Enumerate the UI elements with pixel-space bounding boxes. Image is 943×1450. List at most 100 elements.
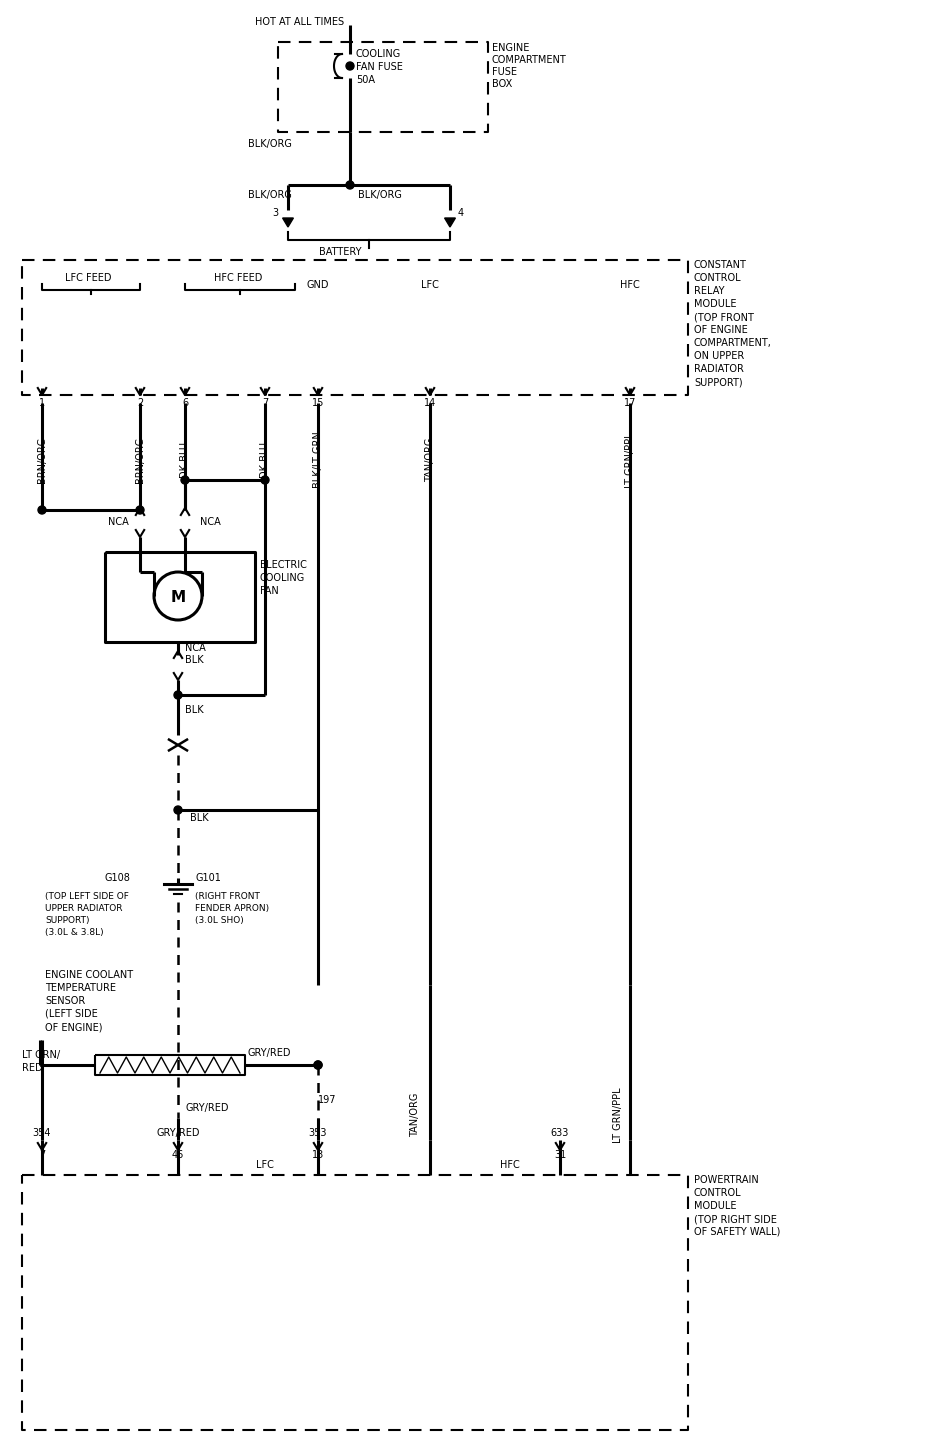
- Circle shape: [261, 476, 269, 484]
- Circle shape: [314, 1061, 322, 1069]
- Text: GRY/RED: GRY/RED: [248, 1048, 291, 1058]
- Text: FUSE: FUSE: [492, 67, 517, 77]
- Text: DK BLU: DK BLU: [180, 442, 190, 479]
- Text: GRY/RED: GRY/RED: [185, 1103, 228, 1114]
- Circle shape: [136, 506, 144, 513]
- Text: BRN/ORG: BRN/ORG: [37, 436, 47, 483]
- Text: COMPARTMENT: COMPARTMENT: [492, 55, 567, 65]
- Text: MODULE: MODULE: [694, 1201, 736, 1211]
- Circle shape: [314, 1061, 322, 1069]
- Text: 31: 31: [554, 1150, 566, 1160]
- Text: 14: 14: [423, 397, 436, 407]
- Text: HFC: HFC: [500, 1160, 520, 1170]
- Polygon shape: [283, 218, 293, 228]
- Text: (TOP RIGHT SIDE: (TOP RIGHT SIDE: [694, 1214, 777, 1224]
- Text: LT GRN/: LT GRN/: [22, 1050, 60, 1060]
- Text: BLK: BLK: [185, 655, 204, 666]
- Text: OF ENGINE): OF ENGINE): [45, 1022, 103, 1032]
- Text: UPPER RADIATOR: UPPER RADIATOR: [45, 903, 123, 912]
- Text: COMPARTMENT,: COMPARTMENT,: [694, 338, 772, 348]
- Text: RADIATOR: RADIATOR: [694, 364, 744, 374]
- Text: FAN FUSE: FAN FUSE: [356, 62, 403, 72]
- Text: 354: 354: [33, 1128, 51, 1138]
- Text: 17: 17: [624, 397, 637, 407]
- Text: 4: 4: [458, 207, 464, 218]
- Text: NCA: NCA: [200, 518, 221, 526]
- Text: (TOP LEFT SIDE OF: (TOP LEFT SIDE OF: [45, 892, 129, 900]
- Text: FENDER APRON): FENDER APRON): [195, 903, 269, 912]
- Circle shape: [181, 476, 189, 484]
- Text: SENSOR: SENSOR: [45, 996, 85, 1006]
- Text: POWERTRAIN: POWERTRAIN: [694, 1174, 759, 1185]
- Text: 197: 197: [318, 1095, 337, 1105]
- Text: LT GRN/PPL: LT GRN/PPL: [613, 1088, 623, 1143]
- Text: DK BLU: DK BLU: [260, 442, 270, 479]
- Text: 3: 3: [272, 207, 278, 218]
- Text: TAN/ORG: TAN/ORG: [425, 438, 435, 483]
- Text: ENGINE: ENGINE: [492, 44, 529, 54]
- Text: BOX: BOX: [492, 78, 512, 88]
- Circle shape: [174, 806, 182, 813]
- Text: CONSTANT: CONSTANT: [694, 260, 747, 270]
- Text: 46: 46: [172, 1150, 184, 1160]
- Polygon shape: [444, 218, 455, 228]
- Circle shape: [346, 181, 354, 188]
- Text: 50A: 50A: [356, 75, 375, 86]
- Text: BATTERY: BATTERY: [319, 247, 361, 257]
- Text: 15: 15: [312, 397, 324, 407]
- Text: G108: G108: [104, 873, 130, 883]
- Text: FAN: FAN: [260, 586, 279, 596]
- Text: BLK: BLK: [185, 705, 204, 715]
- Text: 633: 633: [551, 1128, 570, 1138]
- Text: 2: 2: [137, 397, 143, 407]
- Text: TAN/ORG: TAN/ORG: [410, 1093, 420, 1137]
- Circle shape: [38, 506, 46, 513]
- Text: NCA: NCA: [185, 642, 206, 652]
- Text: RELAY: RELAY: [694, 286, 724, 296]
- Text: BLK: BLK: [190, 813, 208, 824]
- Text: BRN/ORG: BRN/ORG: [135, 436, 145, 483]
- Text: TEMPERATURE: TEMPERATURE: [45, 983, 116, 993]
- Text: 13: 13: [312, 1150, 324, 1160]
- Text: 6: 6: [182, 397, 188, 407]
- Text: G101: G101: [195, 873, 221, 883]
- Text: 7: 7: [262, 397, 268, 407]
- Text: (LEFT SIDE: (LEFT SIDE: [45, 1009, 98, 1019]
- Text: OF ENGINE: OF ENGINE: [694, 325, 748, 335]
- Text: ELECTRIC: ELECTRIC: [260, 560, 306, 570]
- Text: BLK/ORG: BLK/ORG: [248, 190, 292, 200]
- Text: BLK/ORG: BLK/ORG: [248, 139, 292, 149]
- Text: HFC: HFC: [620, 280, 640, 290]
- Text: ON UPPER: ON UPPER: [694, 351, 744, 361]
- Text: 1: 1: [39, 397, 45, 407]
- Text: OF SAFETY WALL): OF SAFETY WALL): [694, 1227, 781, 1237]
- Text: (3.0L & 3.8L): (3.0L & 3.8L): [45, 928, 104, 937]
- Text: 353: 353: [308, 1128, 327, 1138]
- Text: SUPPORT): SUPPORT): [45, 915, 90, 925]
- Text: CONTROL: CONTROL: [694, 273, 741, 283]
- Text: M: M: [171, 590, 186, 605]
- Text: HFC FEED: HFC FEED: [214, 273, 262, 283]
- Text: (TOP FRONT: (TOP FRONT: [694, 312, 753, 322]
- Text: ENGINE COOLANT: ENGINE COOLANT: [45, 970, 133, 980]
- Text: (RIGHT FRONT: (RIGHT FRONT: [195, 892, 260, 900]
- Text: BLK/LT GRN: BLK/LT GRN: [313, 432, 323, 489]
- Text: SUPPORT): SUPPORT): [694, 377, 743, 387]
- Text: COOLING: COOLING: [260, 573, 306, 583]
- Text: GND: GND: [306, 280, 329, 290]
- Text: CONTROL: CONTROL: [694, 1188, 741, 1198]
- Text: BLK/ORG: BLK/ORG: [358, 190, 402, 200]
- Text: LT GRN/PPL: LT GRN/PPL: [625, 432, 635, 487]
- Text: HOT AT ALL TIMES: HOT AT ALL TIMES: [255, 17, 344, 28]
- Text: LFC: LFC: [422, 280, 438, 290]
- Text: LFC FEED: LFC FEED: [65, 273, 111, 283]
- Text: NCA: NCA: [108, 518, 128, 526]
- Text: 7: 7: [39, 1150, 45, 1160]
- Text: LFC: LFC: [256, 1160, 273, 1170]
- Text: RED: RED: [22, 1063, 42, 1073]
- Circle shape: [174, 692, 182, 699]
- Circle shape: [346, 62, 354, 70]
- Text: GRY/RED: GRY/RED: [157, 1128, 200, 1138]
- Text: (3.0L SHO): (3.0L SHO): [195, 915, 243, 925]
- Text: COOLING: COOLING: [356, 49, 402, 59]
